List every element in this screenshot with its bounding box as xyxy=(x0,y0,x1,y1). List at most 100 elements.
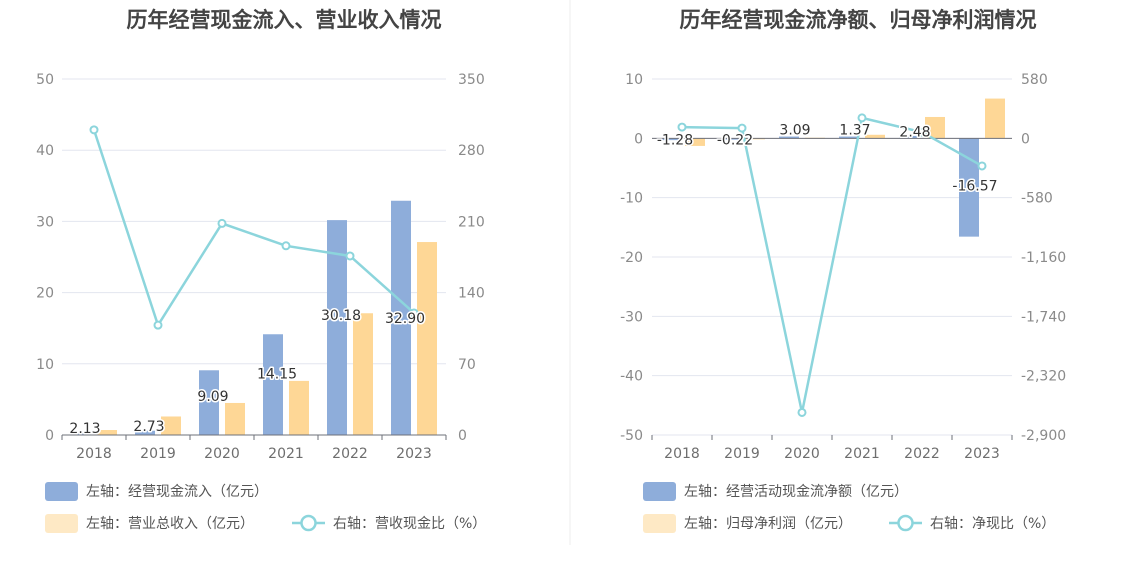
bar-series2 xyxy=(97,430,117,435)
left-axis-tick-label: 0 xyxy=(45,428,54,444)
line-series xyxy=(681,116,983,413)
left-axis-tick-label: 10 xyxy=(36,357,54,373)
bar-series2 xyxy=(925,116,945,139)
line-point xyxy=(857,113,867,123)
bar-series2 xyxy=(417,242,437,435)
bar-series1 xyxy=(135,430,155,435)
chart-title: 历年经营现金流净额、归母净利润情况 xyxy=(680,8,1037,32)
bar-series2 xyxy=(161,416,181,435)
right-axis-tick-label: 580 xyxy=(1021,72,1048,88)
legend-label: 左轴：营业总收入（亿元） xyxy=(86,516,254,532)
bar-series2 xyxy=(865,134,885,139)
x-axis-tick-label: 2022 xyxy=(332,446,368,462)
legend-swatch xyxy=(643,482,676,501)
left-axis-tick-label: 40 xyxy=(36,143,54,159)
left-axis-tick-label: -10 xyxy=(620,191,643,207)
right-axis-tick-label: 280 xyxy=(458,143,485,159)
bar-series2 xyxy=(225,402,245,435)
right-axis-tick-label: 0 xyxy=(1021,131,1030,147)
left-axis-tick-label: 10 xyxy=(625,72,643,88)
x-axis-tick-label: 2019 xyxy=(140,446,176,462)
left-axis-tick-label: 0 xyxy=(634,131,643,147)
left-axis-tick-label: -30 xyxy=(620,309,643,325)
legend-label: 右轴：营收现金比（%） xyxy=(333,516,486,532)
bar-series2 xyxy=(289,380,309,435)
right-axis-tick-label: 70 xyxy=(458,357,476,373)
line-point xyxy=(153,320,163,330)
line-point xyxy=(409,308,419,318)
right-axis-tick-label: 0 xyxy=(458,428,467,444)
bar-series1 xyxy=(659,138,679,141)
legend-label: 右轴：净现比（%） xyxy=(930,516,1055,532)
line-series xyxy=(92,129,415,329)
line-point xyxy=(677,122,687,132)
bar-series1 xyxy=(779,136,799,139)
data-label: 14.15 xyxy=(257,367,297,383)
line-point xyxy=(89,125,99,135)
x-axis-tick-label: 2020 xyxy=(204,446,240,462)
x-axis-tick-label: 2021 xyxy=(844,446,880,462)
legend-label: 左轴：经营活动现金流净额（亿元） xyxy=(684,484,908,500)
legend-marker xyxy=(897,514,914,532)
left-axis-tick-label: 30 xyxy=(36,214,54,230)
bar-series1 xyxy=(959,138,979,237)
bar-series1 xyxy=(71,432,91,435)
bar-series1 xyxy=(899,135,919,139)
left-axis-tick-label: -50 xyxy=(620,428,643,444)
data-label: 9.09 xyxy=(197,389,228,405)
data-label: 1.37 xyxy=(839,122,870,138)
bar-series1 xyxy=(327,220,347,435)
data-label: 32.90 xyxy=(385,311,425,327)
chart-title: 历年经营现金流入、营业收入情况 xyxy=(127,8,442,32)
right-axis-tick-label: -1,740 xyxy=(1021,309,1066,325)
legend-swatch xyxy=(643,514,676,533)
x-axis-tick-label: 2018 xyxy=(76,446,112,462)
legend-marker xyxy=(300,514,317,532)
right-axis-tick-label: 210 xyxy=(458,214,485,230)
data-label: 2.13 xyxy=(69,421,100,437)
left-axis-tick-label: -40 xyxy=(620,369,643,385)
right-axis-tick-label: -2,320 xyxy=(1021,369,1066,385)
line-point xyxy=(217,218,227,228)
data-label: 30.18 xyxy=(321,308,361,324)
bar-series1 xyxy=(839,136,859,139)
bar-series1 xyxy=(199,370,219,435)
line-point xyxy=(917,127,927,137)
chart-panel-right: 历年经营现金流净额、归母净利润情况 -50 -40 -30 -20 -10 0 10 -2,90… xyxy=(620,8,1066,533)
x-axis-tick-label: 2023 xyxy=(964,446,1000,462)
bar-series2 xyxy=(685,138,705,146)
left-axis-tick-label: 20 xyxy=(36,286,54,302)
data-label: -0.22 xyxy=(717,132,753,148)
bar-series2 xyxy=(985,98,1005,139)
data-label: -1.28 xyxy=(657,132,693,148)
bar-series1 xyxy=(719,138,739,140)
left-axis-tick-label: -20 xyxy=(620,250,643,266)
x-axis-tick-label: 2021 xyxy=(268,446,304,462)
legend-swatch xyxy=(45,514,78,533)
x-axis-tick-label: 2022 xyxy=(904,446,940,462)
x-axis-tick-label: 2018 xyxy=(664,446,700,462)
right-axis-tick-label: -580 xyxy=(1021,191,1053,207)
left-axis-tick-label: 50 xyxy=(36,72,54,88)
chart-panel-left: 历年经营现金流入、营业收入情况 0 10 20 30 40 50 0 70 140 210 280 35… xyxy=(36,8,486,533)
data-label: -16.57 xyxy=(952,179,997,195)
x-axis-tick-label: 2019 xyxy=(724,446,760,462)
line-point xyxy=(977,161,987,171)
bar-series1 xyxy=(391,200,411,435)
x-axis-tick-label: 2020 xyxy=(784,446,820,462)
right-axis-tick-label: -2,900 xyxy=(1021,428,1066,444)
line-point xyxy=(737,123,747,133)
right-axis-tick-label: -1,160 xyxy=(1021,250,1066,266)
right-axis-tick-label: 350 xyxy=(458,72,485,88)
data-label: 2.48 xyxy=(899,124,930,140)
bar-series2 xyxy=(353,313,373,435)
legend-label: 左轴：归母净利润（亿元） xyxy=(684,515,852,532)
line-point xyxy=(345,251,355,261)
legend-label: 左轴：经营现金流入（亿元） xyxy=(86,484,268,500)
legend-swatch xyxy=(45,482,78,501)
data-label: 3.09 xyxy=(779,122,810,138)
line-point xyxy=(797,407,807,417)
x-axis-tick-label: 2023 xyxy=(396,446,432,462)
